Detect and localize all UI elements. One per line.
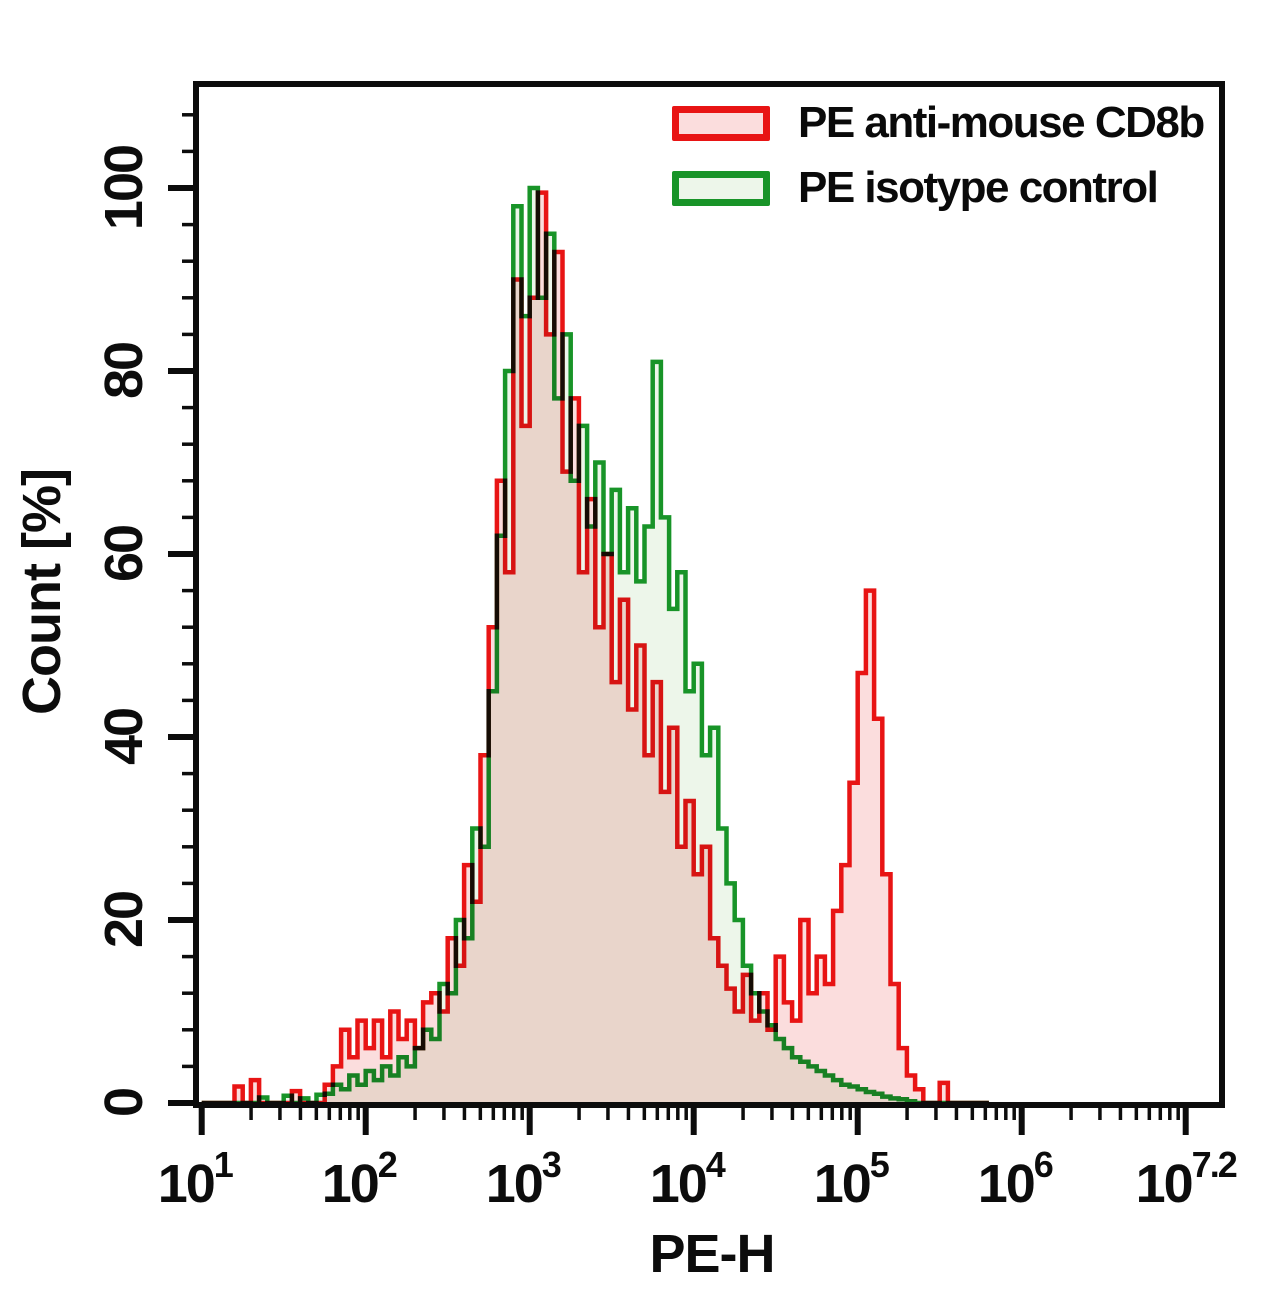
- y-tick-label: 0: [94, 1089, 154, 1117]
- x-tick-label: 104: [650, 1144, 726, 1214]
- y-tick-label: 80: [94, 343, 154, 399]
- series-1-line: [201, 190, 989, 1105]
- x-tick-label: 107.2: [1136, 1144, 1237, 1214]
- x-tick-label: 102: [322, 1144, 397, 1214]
- legend-item-cd8b: PE anti-mouse CD8b: [672, 98, 1205, 147]
- series-1-area: [201, 192, 989, 1104]
- legend-label-isotype: PE isotype control: [798, 163, 1159, 212]
- legend: PE anti-mouse CD8b PE isotype control: [672, 98, 1205, 212]
- axes-layer: 101 102 103 104 105 106 107.2 0 20 40 60 80 100: [94, 81, 1239, 1214]
- legend-swatch-red: [672, 105, 770, 141]
- legend-label-cd8b: PE anti-mouse CD8b: [798, 98, 1205, 147]
- legend-swatch-green: [672, 170, 770, 206]
- y-axis-title: Count [%]: [12, 469, 72, 715]
- x-tick-label: 106: [978, 1144, 1053, 1214]
- legend-item-isotype: PE isotype control: [672, 163, 1204, 212]
- y-tick-label: 60: [94, 526, 154, 582]
- y-tick-label: 100: [94, 146, 154, 230]
- y-tick-label: 40: [94, 709, 154, 765]
- x-axis-title: PE-H: [649, 1224, 774, 1284]
- curves-layer: [201, 185, 989, 1105]
- x-tick-label: 105: [814, 1144, 890, 1214]
- series-1-group: [201, 190, 989, 1105]
- y-tick-label: 20: [94, 892, 154, 948]
- x-tick-label: 103: [486, 1144, 561, 1214]
- x-tick-label: 101: [158, 1144, 234, 1214]
- plot-frame: [193, 81, 1225, 1108]
